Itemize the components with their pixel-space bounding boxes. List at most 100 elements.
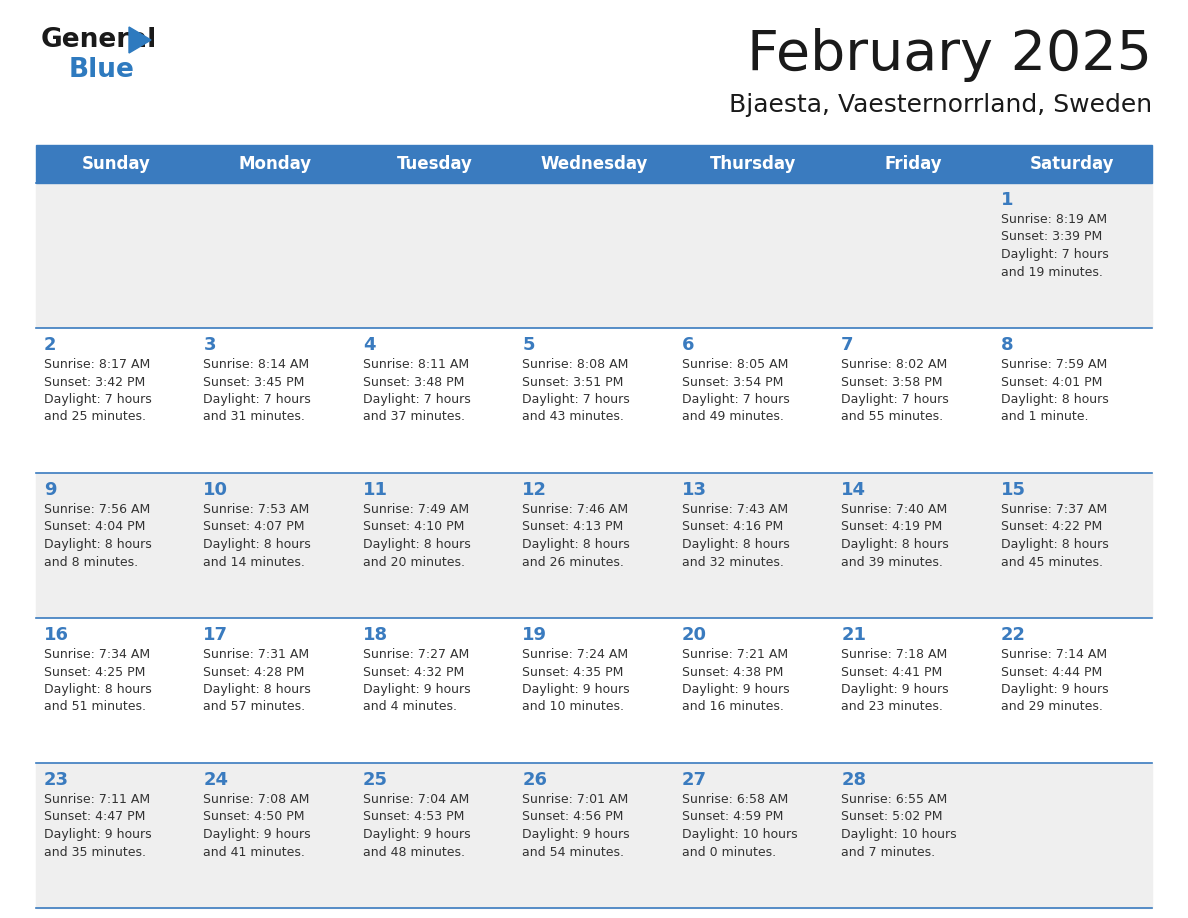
Text: 26: 26 <box>523 771 548 789</box>
Text: Sunrise: 8:14 AM: Sunrise: 8:14 AM <box>203 358 310 371</box>
Text: Daylight: 7 hours: Daylight: 7 hours <box>841 393 949 406</box>
Text: Sunset: 4:10 PM: Sunset: 4:10 PM <box>362 521 465 533</box>
Text: and 32 minutes.: and 32 minutes. <box>682 555 784 568</box>
Text: 25: 25 <box>362 771 387 789</box>
Text: Sunset: 3:39 PM: Sunset: 3:39 PM <box>1000 230 1101 243</box>
Text: 21: 21 <box>841 626 866 644</box>
Text: Daylight: 7 hours: Daylight: 7 hours <box>682 393 790 406</box>
Text: Sunset: 4:59 PM: Sunset: 4:59 PM <box>682 811 783 823</box>
Text: Daylight: 7 hours: Daylight: 7 hours <box>203 393 311 406</box>
Text: 2: 2 <box>44 336 57 354</box>
Text: Sunrise: 7:31 AM: Sunrise: 7:31 AM <box>203 648 310 661</box>
Text: Daylight: 9 hours: Daylight: 9 hours <box>44 828 152 841</box>
Text: Sunset: 3:54 PM: Sunset: 3:54 PM <box>682 375 783 388</box>
Text: Daylight: 8 hours: Daylight: 8 hours <box>203 538 311 551</box>
Text: Daylight: 9 hours: Daylight: 9 hours <box>203 828 311 841</box>
Text: 11: 11 <box>362 481 387 499</box>
Text: Wednesday: Wednesday <box>541 155 647 173</box>
Text: Tuesday: Tuesday <box>397 155 473 173</box>
Text: and 54 minutes.: and 54 minutes. <box>523 845 624 858</box>
Text: Sunset: 4:25 PM: Sunset: 4:25 PM <box>44 666 145 678</box>
Text: Daylight: 8 hours: Daylight: 8 hours <box>44 683 152 696</box>
Text: Sunset: 4:32 PM: Sunset: 4:32 PM <box>362 666 465 678</box>
Text: Sunrise: 7:11 AM: Sunrise: 7:11 AM <box>44 793 150 806</box>
Bar <box>36 618 1152 763</box>
Text: Sunrise: 8:11 AM: Sunrise: 8:11 AM <box>362 358 469 371</box>
Text: Sunrise: 7:34 AM: Sunrise: 7:34 AM <box>44 648 150 661</box>
Text: Daylight: 9 hours: Daylight: 9 hours <box>1000 683 1108 696</box>
Text: Sunset: 5:02 PM: Sunset: 5:02 PM <box>841 811 942 823</box>
Text: and 39 minutes.: and 39 minutes. <box>841 555 943 568</box>
Text: 8: 8 <box>1000 336 1013 354</box>
Text: 14: 14 <box>841 481 866 499</box>
Text: and 10 minutes.: and 10 minutes. <box>523 700 624 713</box>
Text: Sunday: Sunday <box>81 155 150 173</box>
Text: and 48 minutes.: and 48 minutes. <box>362 845 465 858</box>
Text: Sunrise: 6:58 AM: Sunrise: 6:58 AM <box>682 793 788 806</box>
Text: Daylight: 7 hours: Daylight: 7 hours <box>44 393 152 406</box>
Text: and 16 minutes.: and 16 minutes. <box>682 700 784 713</box>
Text: Sunset: 4:13 PM: Sunset: 4:13 PM <box>523 521 624 533</box>
Text: Blue: Blue <box>69 57 135 83</box>
Text: Friday: Friday <box>884 155 942 173</box>
Text: Sunrise: 8:17 AM: Sunrise: 8:17 AM <box>44 358 150 371</box>
Text: Sunset: 4:56 PM: Sunset: 4:56 PM <box>523 811 624 823</box>
Text: and 35 minutes.: and 35 minutes. <box>44 845 146 858</box>
Text: 6: 6 <box>682 336 694 354</box>
Text: Sunrise: 7:01 AM: Sunrise: 7:01 AM <box>523 793 628 806</box>
Text: and 8 minutes.: and 8 minutes. <box>44 555 138 568</box>
Text: 10: 10 <box>203 481 228 499</box>
Text: Daylight: 9 hours: Daylight: 9 hours <box>682 683 789 696</box>
Text: Monday: Monday <box>239 155 311 173</box>
Text: and 41 minutes.: and 41 minutes. <box>203 845 305 858</box>
Bar <box>36 473 1152 618</box>
Text: Sunrise: 7:59 AM: Sunrise: 7:59 AM <box>1000 358 1107 371</box>
Text: 24: 24 <box>203 771 228 789</box>
Polygon shape <box>129 27 151 53</box>
Text: Daylight: 8 hours: Daylight: 8 hours <box>1000 538 1108 551</box>
Text: Sunrise: 7:53 AM: Sunrise: 7:53 AM <box>203 503 310 516</box>
Text: Daylight: 7 hours: Daylight: 7 hours <box>1000 248 1108 261</box>
Text: and 25 minutes.: and 25 minutes. <box>44 410 146 423</box>
Text: and 45 minutes.: and 45 minutes. <box>1000 555 1102 568</box>
Text: and 29 minutes.: and 29 minutes. <box>1000 700 1102 713</box>
Text: Daylight: 8 hours: Daylight: 8 hours <box>1000 393 1108 406</box>
Text: Sunrise: 7:37 AM: Sunrise: 7:37 AM <box>1000 503 1107 516</box>
Text: Sunset: 4:19 PM: Sunset: 4:19 PM <box>841 521 942 533</box>
Text: and 4 minutes.: and 4 minutes. <box>362 700 457 713</box>
Bar <box>36 145 1152 183</box>
Text: and 26 minutes.: and 26 minutes. <box>523 555 624 568</box>
Text: and 51 minutes.: and 51 minutes. <box>44 700 146 713</box>
Text: and 20 minutes.: and 20 minutes. <box>362 555 465 568</box>
Text: Daylight: 8 hours: Daylight: 8 hours <box>682 538 790 551</box>
Text: 28: 28 <box>841 771 866 789</box>
Text: Sunset: 3:45 PM: Sunset: 3:45 PM <box>203 375 305 388</box>
Text: Daylight: 8 hours: Daylight: 8 hours <box>841 538 949 551</box>
Text: and 49 minutes.: and 49 minutes. <box>682 410 784 423</box>
Text: 18: 18 <box>362 626 388 644</box>
Text: Daylight: 10 hours: Daylight: 10 hours <box>841 828 956 841</box>
Text: Sunset: 4:35 PM: Sunset: 4:35 PM <box>523 666 624 678</box>
Text: Sunrise: 7:08 AM: Sunrise: 7:08 AM <box>203 793 310 806</box>
Text: Sunset: 4:28 PM: Sunset: 4:28 PM <box>203 666 305 678</box>
Text: Sunset: 3:51 PM: Sunset: 3:51 PM <box>523 375 624 388</box>
Text: Daylight: 9 hours: Daylight: 9 hours <box>362 828 470 841</box>
Text: Sunrise: 7:49 AM: Sunrise: 7:49 AM <box>362 503 469 516</box>
Bar <box>36 763 1152 908</box>
Text: Sunrise: 7:24 AM: Sunrise: 7:24 AM <box>523 648 628 661</box>
Text: 16: 16 <box>44 626 69 644</box>
Text: Saturday: Saturday <box>1030 155 1114 173</box>
Text: General: General <box>42 27 157 53</box>
Text: and 19 minutes.: and 19 minutes. <box>1000 265 1102 278</box>
Text: 5: 5 <box>523 336 535 354</box>
Text: 1: 1 <box>1000 191 1013 209</box>
Text: Sunrise: 7:04 AM: Sunrise: 7:04 AM <box>362 793 469 806</box>
Text: and 14 minutes.: and 14 minutes. <box>203 555 305 568</box>
Text: 19: 19 <box>523 626 548 644</box>
Text: 27: 27 <box>682 771 707 789</box>
Text: Sunrise: 8:08 AM: Sunrise: 8:08 AM <box>523 358 628 371</box>
Text: and 37 minutes.: and 37 minutes. <box>362 410 465 423</box>
Text: Sunset: 4:53 PM: Sunset: 4:53 PM <box>362 811 465 823</box>
Text: Daylight: 9 hours: Daylight: 9 hours <box>523 828 630 841</box>
Text: Sunrise: 6:55 AM: Sunrise: 6:55 AM <box>841 793 947 806</box>
